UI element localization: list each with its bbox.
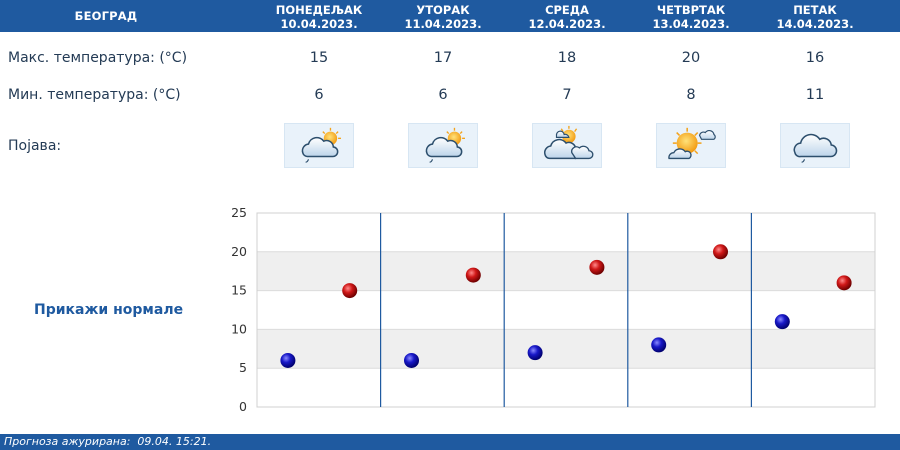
forecast-header-bar: БЕОГРАД ПОНЕДЕЉАК 10.04.2023. УТОРАК 11.… — [0, 0, 900, 32]
day-name: ЧЕТВРТАК — [656, 3, 726, 17]
y-tick-label: 15 — [231, 283, 247, 298]
city-name: БЕОГРАД — [74, 9, 138, 23]
max-temp-value: 18 — [557, 50, 577, 66]
day-name: СРЕДА — [545, 3, 589, 17]
min-temp-value: 7 — [562, 87, 572, 103]
partly-cloudy-light-rain-icon — [284, 123, 354, 168]
y-tick-label: 5 — [239, 360, 247, 375]
y-tick-label: 0 — [239, 399, 247, 414]
max-temp-point — [465, 267, 481, 283]
min-temp-point — [280, 352, 296, 368]
day-name: ПЕТАК — [793, 3, 837, 17]
min-temp-point — [527, 345, 543, 361]
max-temp-value: 16 — [805, 50, 825, 66]
footer-bar: Прогноза ажурирана: 09.04. 15:21. — [0, 434, 900, 450]
day-header-4: ЧЕТВРТАК 13.04.2023. — [629, 0, 753, 32]
day-date: 11.04.2023. — [404, 17, 482, 31]
day-header-2: УТОРАК 11.04.2023. — [381, 0, 505, 32]
plot-frame — [256, 212, 876, 408]
max-temp-point — [589, 259, 605, 275]
max-temp-point — [836, 275, 852, 291]
max-temp-label: Макс. температура: (°C) — [8, 50, 188, 66]
day-name: ПОНЕДЕЉАК — [275, 3, 363, 17]
day-date: 10.04.2023. — [280, 17, 358, 31]
day-date: 13.04.2023. — [652, 17, 730, 31]
min-temp-label: Мин. температура: (°C) — [8, 87, 181, 103]
y-tick-label: 25 — [231, 205, 247, 220]
grid-band — [257, 251, 875, 291]
forecast-updated-text: Прогноза ажурирана: 09.04. 15:21. — [4, 435, 212, 448]
max-temp-value: 15 — [309, 50, 329, 66]
cloudy-light-rain-icon — [780, 123, 850, 168]
day-date: 12.04.2023. — [528, 17, 606, 31]
grid-band — [257, 329, 875, 369]
y-tick-label: 10 — [231, 321, 247, 336]
phenomenon-label: Појава: — [8, 138, 62, 154]
min-temp-value: 11 — [805, 87, 825, 103]
min-temp-value: 8 — [686, 87, 696, 103]
partly-cloudy-icon — [532, 123, 602, 168]
min-temp-value: 6 — [314, 87, 324, 103]
temperature-chart: 0 5 10 15 20 25 — [231, 205, 876, 414]
mostly-sunny-icon — [656, 123, 726, 168]
max-temp-point — [342, 283, 358, 299]
max-temp-point — [713, 244, 728, 260]
partly-cloudy-light-rain-icon — [408, 123, 478, 168]
day-name: УТОРАК — [416, 3, 470, 17]
min-temp-point — [774, 314, 790, 330]
day-date: 14.04.2023. — [776, 17, 854, 31]
day-header-5: ПЕТАК 14.04.2023. — [753, 0, 877, 32]
day-header-3: СРЕДА 12.04.2023. — [505, 0, 629, 32]
min-temp-value: 6 — [438, 87, 448, 103]
max-temp-value: 17 — [433, 50, 453, 66]
min-temp-point — [404, 352, 419, 368]
min-temp-point — [651, 337, 667, 353]
show-normals-link[interactable]: Прикажи нормале — [34, 302, 184, 318]
y-tick-label: 20 — [231, 244, 247, 259]
day-header-1: ПОНЕДЕЉАК 10.04.2023. — [257, 0, 381, 32]
max-temp-value: 20 — [681, 50, 701, 66]
